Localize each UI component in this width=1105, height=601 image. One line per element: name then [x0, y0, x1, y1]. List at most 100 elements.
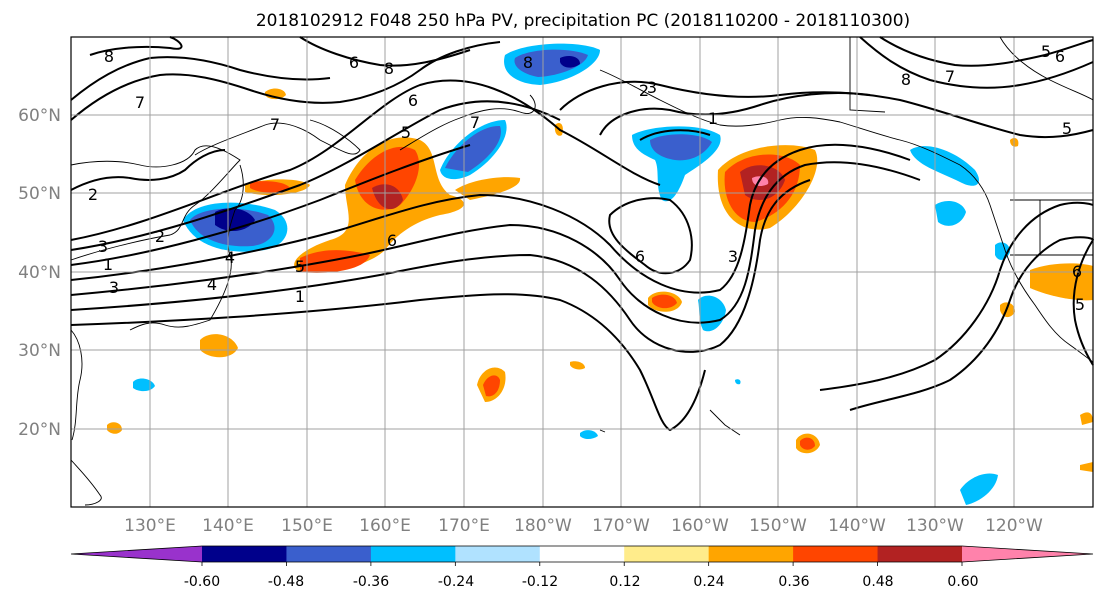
contour-label: 6	[408, 91, 418, 110]
map-panel: 8 7 6 8 7 6 5 4 3 2 1 1 2 3 4 5 6 7 8 1 …	[70, 36, 1094, 508]
colorbar-tick-label: -0.60	[184, 574, 220, 590]
coastline-north-america	[849, 36, 1094, 113]
coastline-hawaii	[599, 409, 741, 436]
precip-positive-core	[355, 146, 420, 210]
contour-label: 3	[647, 78, 657, 97]
pv-contour	[70, 144, 471, 266]
contour-label: 3	[728, 247, 738, 266]
lat-label: 30°N	[18, 341, 61, 361]
pv-contour	[299, 36, 471, 67]
contour-label: 5	[295, 257, 305, 276]
contour-label: 8	[384, 59, 394, 78]
lon-label: 180°W	[514, 516, 572, 536]
contour-label: 2	[155, 227, 165, 246]
contour-label: 4	[225, 248, 235, 267]
precip-negative-region	[735, 379, 741, 385]
lon-label: 170°E	[438, 516, 490, 536]
contour-label: 6	[635, 247, 645, 266]
pv-contour	[819, 201, 1094, 391]
precip-positive-region	[107, 422, 122, 434]
lon-label: 130°W	[906, 516, 964, 536]
colorbar-bin	[370, 546, 456, 562]
precip-positive-region	[1000, 302, 1015, 318]
lon-label: 150°E	[281, 516, 333, 536]
colorbar-segments	[70, 545, 1094, 563]
contour-label: 6	[387, 231, 397, 250]
contour-label: 8	[104, 47, 114, 66]
colorbar-tick-labels: -0.60 -0.48 -0.36 -0.24 -0.12 0.12 0.24 …	[184, 574, 979, 590]
colorbar-bin	[624, 546, 710, 562]
precip-negative-core	[445, 125, 501, 172]
pv-contour	[70, 293, 706, 432]
lat-label: 60°N	[18, 106, 61, 126]
coastline-west-coast	[989, 204, 1094, 363]
colorbar-tick-label: -0.36	[353, 574, 389, 590]
contour-label: 4	[207, 275, 217, 294]
precip-positive-region	[1080, 412, 1093, 425]
contour-label: 5	[401, 123, 411, 142]
precip-negative-region	[910, 146, 980, 186]
precip-positive-region	[570, 361, 585, 370]
colorbar-extend-low	[71, 546, 202, 562]
precip-negative-peak	[560, 56, 580, 68]
contour-label: 5	[1062, 119, 1072, 138]
colorbar-tick-label: 0.60	[947, 574, 978, 590]
colorbar-bin	[877, 546, 963, 562]
colorbar-bin	[793, 546, 879, 562]
lon-label: 130°E	[124, 516, 176, 536]
precip-shading	[107, 43, 1093, 505]
precip-negative-core	[650, 134, 712, 161]
lon-label: 140°W	[828, 516, 886, 536]
lon-label: 160°E	[359, 516, 411, 536]
colorbar-tick-label: -0.12	[522, 574, 558, 590]
precip-positive-core	[483, 375, 500, 397]
contour-label: 7	[270, 115, 280, 134]
lon-label: 120°W	[985, 516, 1043, 536]
map-frame	[70, 36, 1094, 508]
pv-contour	[70, 41, 501, 121]
lat-label: 50°N	[18, 184, 61, 204]
pv-contour	[599, 92, 871, 136]
colorbar-bin	[455, 546, 541, 562]
coastline-siberia	[194, 119, 361, 156]
coastline-alaska	[599, 69, 991, 206]
precip-positive-core	[652, 294, 677, 309]
precip-negative-region	[935, 200, 966, 226]
map-title: 2018102912 F048 250 hPa PV, precipitatio…	[256, 11, 910, 31]
colorbar-bin	[539, 546, 625, 562]
gridlines	[71, 37, 1093, 507]
contour-label: 7	[135, 93, 145, 112]
colorbar-extend-high	[962, 546, 1093, 562]
contour-label: 2	[88, 185, 98, 204]
lon-label: 160°W	[671, 516, 729, 536]
precip-positive-region	[1080, 462, 1093, 472]
contour-labels: 8 7 6 8 7 6 5 4 3 2 1 1 2 3 4 5 6 7 8 1 …	[88, 42, 1085, 314]
contour-label: 1	[295, 287, 305, 306]
colorbar-bin	[202, 546, 287, 562]
pv-contour	[639, 129, 711, 141]
pv-contour	[849, 236, 1094, 411]
colorbar-tick-label: 0.36	[778, 574, 809, 590]
pv-contour	[70, 100, 561, 251]
colorbar-bin	[286, 546, 372, 562]
pv-contour	[70, 161, 921, 324]
colorbar-tick-label: 0.24	[693, 574, 724, 590]
contour-label: 6	[1055, 47, 1065, 66]
pv-contour	[1072, 239, 1094, 366]
colorbar-ticks	[201, 562, 963, 566]
pv-contour	[70, 56, 331, 101]
contour-label: 7	[945, 67, 955, 86]
precip-positive-region	[455, 177, 521, 200]
contour-label: 8	[901, 70, 911, 89]
pv-contour	[70, 143, 911, 294]
contour-label: 6	[349, 53, 359, 72]
lon-label: 150°W	[749, 516, 807, 536]
border-lines	[1010, 199, 1093, 256]
contour-label: 5	[1041, 42, 1051, 61]
precip-positive-max	[752, 176, 769, 186]
colorbar-tick-label: -0.24	[438, 574, 474, 590]
lat-label: 20°N	[18, 420, 61, 440]
colorbar-tick-label: -0.48	[268, 574, 304, 590]
pv-contour	[70, 179, 811, 353]
